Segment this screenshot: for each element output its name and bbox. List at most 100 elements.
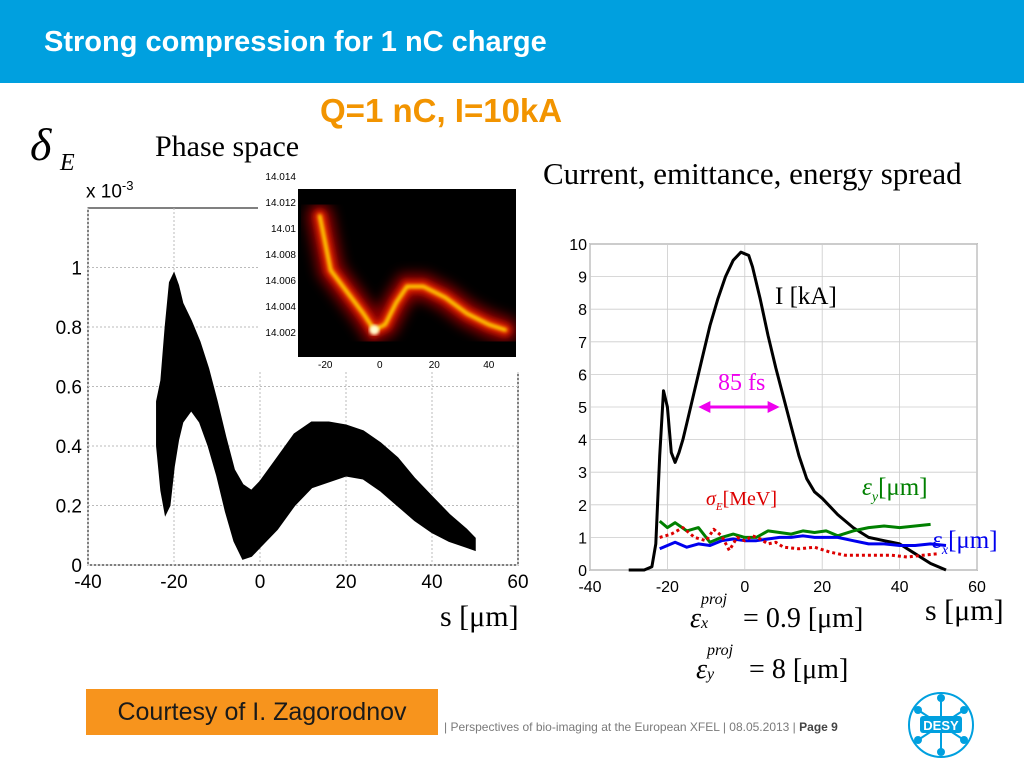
phase-space-ytick-label: 1 bbox=[71, 259, 82, 280]
current-ytick-label: 9 bbox=[578, 270, 587, 287]
current-series bbox=[628, 250, 947, 572]
right-xaxis-label: s [μm] bbox=[925, 594, 1004, 627]
eps-y-symbol: ε bbox=[862, 474, 872, 501]
eps-y-label: εy[μm] bbox=[862, 474, 928, 506]
sigma-symbol: σ bbox=[706, 488, 716, 510]
delta-symbol: δ bbox=[30, 119, 52, 170]
inset-xtick-label: 40 bbox=[483, 360, 495, 371]
slide-title: Strong compression for 1 nC charge bbox=[44, 26, 547, 58]
inset-ytick-label: 14.01 bbox=[271, 224, 296, 235]
inset-xtick-label: 20 bbox=[429, 360, 441, 371]
current-ytick-label: 1 bbox=[578, 530, 587, 547]
phase-space-xtick-label: 40 bbox=[421, 572, 442, 593]
inset-density-peak bbox=[369, 324, 380, 335]
fs-arrow bbox=[698, 401, 780, 413]
fx-superscript: proj bbox=[701, 591, 728, 608]
fx-rhs: = 0.9 [μm] bbox=[743, 603, 864, 634]
phase-space-label: Phase space bbox=[155, 130, 300, 163]
series-line bbox=[658, 519, 931, 544]
footer-text: | Perspectives of bio-imaging at the Eur… bbox=[444, 720, 796, 734]
sigma-e-label: σE[MeV] bbox=[706, 488, 777, 513]
fs-arrow-head-right bbox=[767, 401, 780, 413]
phase-space-xtick-label: -20 bbox=[160, 572, 187, 593]
phase-space-inset: 14.014 14.012 14.01 14.008 14.006 14.004 14.00… bbox=[258, 172, 520, 372]
fy-subscript: y bbox=[707, 666, 715, 683]
desy-logo-text: DESY bbox=[923, 718, 959, 733]
eps-y-unit: [μm] bbox=[878, 474, 928, 501]
inset-ytick-label: 14.004 bbox=[265, 302, 296, 313]
eps-y-subscript: y bbox=[871, 490, 879, 505]
series-line bbox=[659, 534, 947, 551]
phase-space-ytick-label: 0.6 bbox=[56, 378, 82, 399]
inset-ytick-label: 14.006 bbox=[265, 276, 296, 287]
inset-xtick-label: 0 bbox=[377, 360, 383, 371]
current-xtick-label: -40 bbox=[578, 579, 601, 596]
current-series-label: I [kA] bbox=[775, 283, 837, 310]
phase-space-xtick-label: 20 bbox=[335, 572, 356, 593]
exponent-power: -3 bbox=[121, 178, 134, 193]
sigma-subscript: E bbox=[715, 501, 723, 513]
current-xtick-label: -20 bbox=[656, 579, 679, 596]
phase-space-ytick-label: 0.2 bbox=[56, 497, 82, 518]
eps-x-symbol: ε bbox=[932, 527, 942, 554]
page-number: Page 9 bbox=[799, 720, 838, 734]
inset-ytick-label: 14.012 bbox=[265, 198, 296, 209]
current-ticks: -40 -20 0 20 40 60 0 1 2 3 4 5 6 7 8 9 10 bbox=[569, 237, 986, 596]
delta-subscript: E bbox=[60, 150, 75, 176]
inset-ytick-label: 14.002 bbox=[265, 328, 296, 339]
current-ytick-label: 5 bbox=[578, 400, 587, 417]
phase-space-ytick-label: 0.4 bbox=[56, 437, 83, 458]
series-line bbox=[628, 250, 947, 572]
current-grid bbox=[589, 243, 978, 571]
fs-arrow-head-left bbox=[698, 401, 711, 413]
inset-xtick-label: -20 bbox=[318, 360, 333, 371]
fy-rhs: = 8 [μm] bbox=[749, 654, 849, 685]
current-ytick-label: 8 bbox=[578, 302, 587, 319]
current-xtick-label: 20 bbox=[813, 579, 831, 596]
phase-space-ytick-label: 0 bbox=[71, 556, 82, 577]
inset-ytick-label: 14.014 bbox=[265, 172, 296, 183]
emittance-y-formula: ε proj y = 8 [μm] bbox=[696, 642, 849, 686]
current-ytick-label: 10 bbox=[569, 237, 587, 254]
phase-space-scatter bbox=[156, 271, 476, 560]
inset-density-ridge bbox=[317, 214, 508, 333]
phase-space-ytick-label: 0.8 bbox=[56, 318, 82, 339]
phase-space-xtick-label: 60 bbox=[507, 572, 528, 593]
eps-x-unit: [μm] bbox=[948, 527, 998, 554]
desy-logo-icon: DESY bbox=[908, 692, 974, 758]
current-plot-label: Current, emittance, energy spread bbox=[543, 156, 962, 191]
series-line bbox=[659, 526, 939, 559]
current-ytick-label: 7 bbox=[578, 335, 587, 352]
phase-space-xtick-label: -40 bbox=[74, 572, 101, 593]
current-ytick-label: 6 bbox=[578, 367, 587, 384]
fs-label: 85 fs bbox=[718, 370, 766, 396]
emittance-x-formula: ε proj x = 0.9 [μm] bbox=[690, 591, 864, 635]
slide-subtitle: Q=1 nC, I=10kA bbox=[320, 92, 563, 129]
footer: | Perspectives of bio-imaging at the Eur… bbox=[444, 720, 838, 734]
fy-symbol: ε bbox=[696, 654, 708, 685]
current-ytick-label: 3 bbox=[578, 465, 587, 482]
current-ytick-label: 4 bbox=[578, 433, 587, 450]
current-xtick-label: 0 bbox=[740, 579, 749, 596]
phase-space-ticks: -40 -20 0 20 40 60 0 0.2 0.4 0.6 0.8 1 bbox=[56, 259, 529, 594]
fx-subscript: x bbox=[701, 615, 709, 632]
exponent-label: x 10-3 bbox=[86, 178, 133, 203]
left-xaxis-label: s [μm] bbox=[440, 600, 519, 633]
header-bar: Strong compression for 1 nC charge bbox=[0, 0, 1024, 83]
current-xtick-label: 60 bbox=[968, 579, 986, 596]
fx-symbol: ε bbox=[690, 603, 702, 634]
eps-x-subscript: x bbox=[941, 543, 949, 558]
current-ytick-label: 2 bbox=[578, 498, 587, 515]
courtesy-box: Courtesy of I. Zagorodnov bbox=[86, 689, 438, 735]
fy-superscript: proj bbox=[707, 642, 734, 659]
current-ytick-label: 0 bbox=[578, 563, 587, 580]
inset-ticks: 14.014 14.012 14.01 14.008 14.006 14.004 14.00… bbox=[265, 172, 494, 371]
sigma-unit: [MeV] bbox=[722, 488, 778, 510]
inset-ytick-label: 14.008 bbox=[265, 250, 296, 261]
eps-x-label: εx[μm] bbox=[932, 527, 998, 559]
phase-space-xtick-label: 0 bbox=[255, 572, 266, 593]
current-xtick-label: 40 bbox=[891, 579, 909, 596]
exponent-base: x 10 bbox=[86, 181, 122, 203]
